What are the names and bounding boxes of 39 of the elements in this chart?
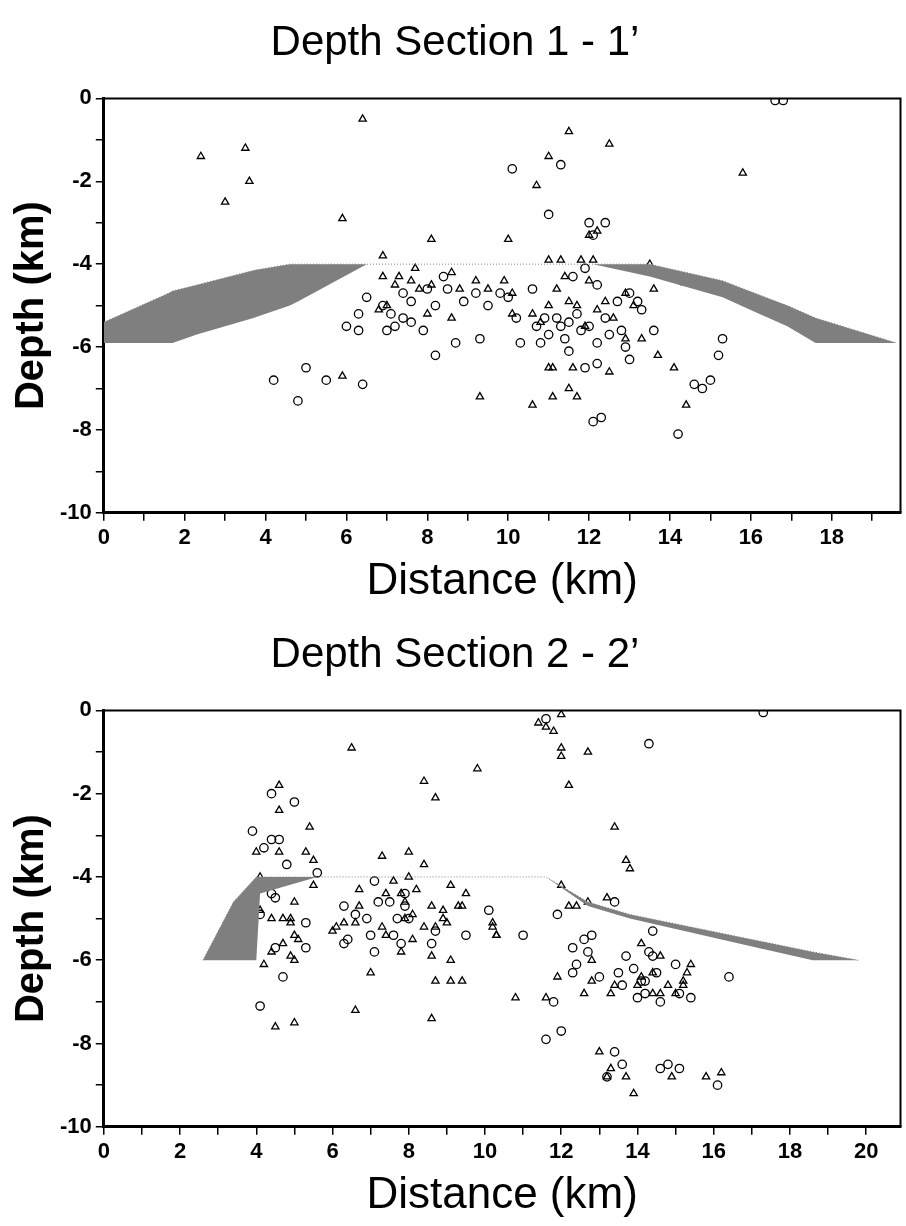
x-tick-label: 8 (402, 1138, 415, 1164)
chart-title: Depth Section 1 - 1’ (270, 16, 640, 64)
y-tick-label: -2 (72, 167, 92, 193)
x-tick-label: 10 (472, 1138, 498, 1164)
y-tick-label: -8 (72, 415, 92, 441)
x-tick-label: 2 (173, 1138, 187, 1164)
x-axis-title: Distance (km) (366, 553, 638, 603)
chart-title: Depth Section 2 - 2’ (270, 628, 640, 676)
y-tick-label: -10 (60, 1112, 92, 1138)
y-tick-label: -4 (72, 863, 93, 889)
x-tick-label: 6 (326, 1138, 339, 1164)
y-tick-label: 0 (79, 696, 92, 722)
x-tick-label: 14 (657, 524, 683, 550)
y-tick-label: -10 (60, 498, 92, 524)
x-tick-label: 2 (178, 524, 191, 550)
x-tick-label: 0 (97, 1138, 110, 1164)
x-tick-label: 12 (576, 524, 602, 550)
x-tick-label: 20 (853, 1138, 879, 1164)
x-tick-label: 4 (259, 524, 273, 550)
x-tick-label: 10 (495, 524, 521, 550)
x-tick-label: 16 (738, 524, 764, 550)
y-tick-label: -8 (72, 1029, 92, 1055)
y-axis-title: Depth (km) (7, 201, 52, 411)
x-tick-label: 18 (777, 1138, 803, 1164)
y-axis-title: Depth (km) (7, 814, 52, 1024)
y-tick-label: -2 (72, 779, 92, 805)
y-tick-label: -6 (72, 946, 92, 972)
x-tick-label: 18 (819, 524, 844, 550)
x-tick-label: 8 (421, 524, 434, 550)
x-tick-label: 6 (340, 524, 353, 550)
y-tick-label: -6 (72, 333, 92, 359)
x-tick-label: 4 (250, 1138, 264, 1164)
y-tick-label: 0 (79, 84, 92, 110)
x-axis-title: Distance (km) (366, 1167, 638, 1217)
x-tick-label: 12 (548, 1138, 574, 1164)
x-tick-label: 16 (701, 1138, 726, 1164)
x-tick-label: 14 (625, 1138, 651, 1164)
y-tick-label: -4 (72, 250, 93, 276)
x-tick-label: 0 (97, 524, 110, 550)
